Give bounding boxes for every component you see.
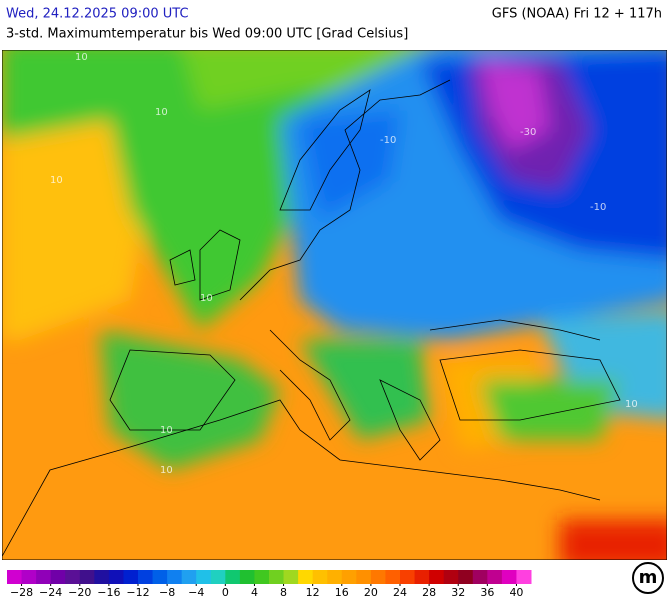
legend-swatch [79,570,95,584]
legend-swatch [356,570,372,584]
subtitle: 3-std. Maximumtemperatur bis Wed 09:00 U… [6,27,408,42]
legend-swatch [341,570,357,584]
legend-swatch [443,570,459,584]
legend-tick-label: −20 [68,586,91,599]
legend-tick-label: 36 [480,586,494,599]
contour-label: 10 [155,107,168,118]
contour-label: -10 [380,135,396,146]
contour-label: -10 [590,202,606,213]
legend-swatch [196,570,212,584]
contour-label: 10 [50,175,63,186]
valid-time: Wed, 24.12.2025 09:00 UTC [6,7,189,22]
legend-swatch [167,570,183,584]
legend-swatch [414,570,430,584]
legend-tick-label: −4 [188,586,204,599]
legend-swatch [298,570,314,584]
legend-swatch [458,570,474,584]
legend-tick-label: −8 [159,586,175,599]
legend-swatch [254,570,270,584]
legend-swatch [152,570,168,584]
legend-swatch [65,570,81,584]
legend-swatch [123,570,139,584]
legend-swatch [370,570,386,584]
legend-tick-label: −24 [39,586,62,599]
legend-tick-label: 40 [509,586,523,599]
legend-swatch [225,570,241,584]
legend-swatch [429,570,445,584]
legend-swatch [210,570,226,584]
legend-swatch [7,570,23,584]
legend-tick-label: 8 [280,586,287,599]
contour-label: 10 [160,425,173,436]
model-run: GFS (NOAA) Fri 12 + 117h [492,7,662,22]
legend-swatch [283,570,299,584]
contour-label: 10 [75,52,88,63]
legend-swatch [400,570,416,584]
legend-swatch [94,570,110,584]
logo: m [639,567,658,588]
color-legend: −28 −24 −20 −16 −12 −8 −4 0 4 8 12 16 20 24 28 32 36 40 [7,570,532,599]
legend-swatch [181,570,197,584]
contour-labels: 10 10 10 -10 -30 -10 10 10 10 10 [50,52,638,476]
legend-swatch [108,570,124,584]
contour-label: 10 [160,465,173,476]
legend-swatch [385,570,401,584]
legend-swatch [327,570,343,584]
legend-tick-label: 20 [364,586,378,599]
legend-tick-label: 28 [422,586,436,599]
legend-tick-label: 16 [335,586,349,599]
coastlines [2,79,621,558]
legend-tick-label: −12 [126,586,149,599]
logo-circle [632,562,664,594]
legend-tick-label: 32 [451,586,465,599]
contour-label: -30 [520,127,536,138]
contour-label: 10 [200,293,213,304]
legend-tick-label: 12 [306,586,320,599]
legend-tick-label: 0 [222,586,229,599]
legend-tick-label: 4 [251,586,258,599]
legend-swatch [239,570,255,584]
contour-label: 10 [625,399,638,410]
legend-swatch [516,570,532,584]
legend-swatch [21,570,37,584]
legend-swatch [50,570,66,584]
legend-swatch [269,570,285,584]
legend-tick-label: −28 [10,586,33,599]
legend-swatch [36,570,52,584]
legend-swatch [487,570,503,584]
legend-swatch [138,570,154,584]
legend-swatch [312,570,328,584]
legend-tick-label: 24 [393,586,407,599]
legend-swatch [501,570,517,584]
temperature-field [2,50,667,560]
legend-swatch [472,570,488,584]
legend-tick-label: −16 [97,586,120,599]
